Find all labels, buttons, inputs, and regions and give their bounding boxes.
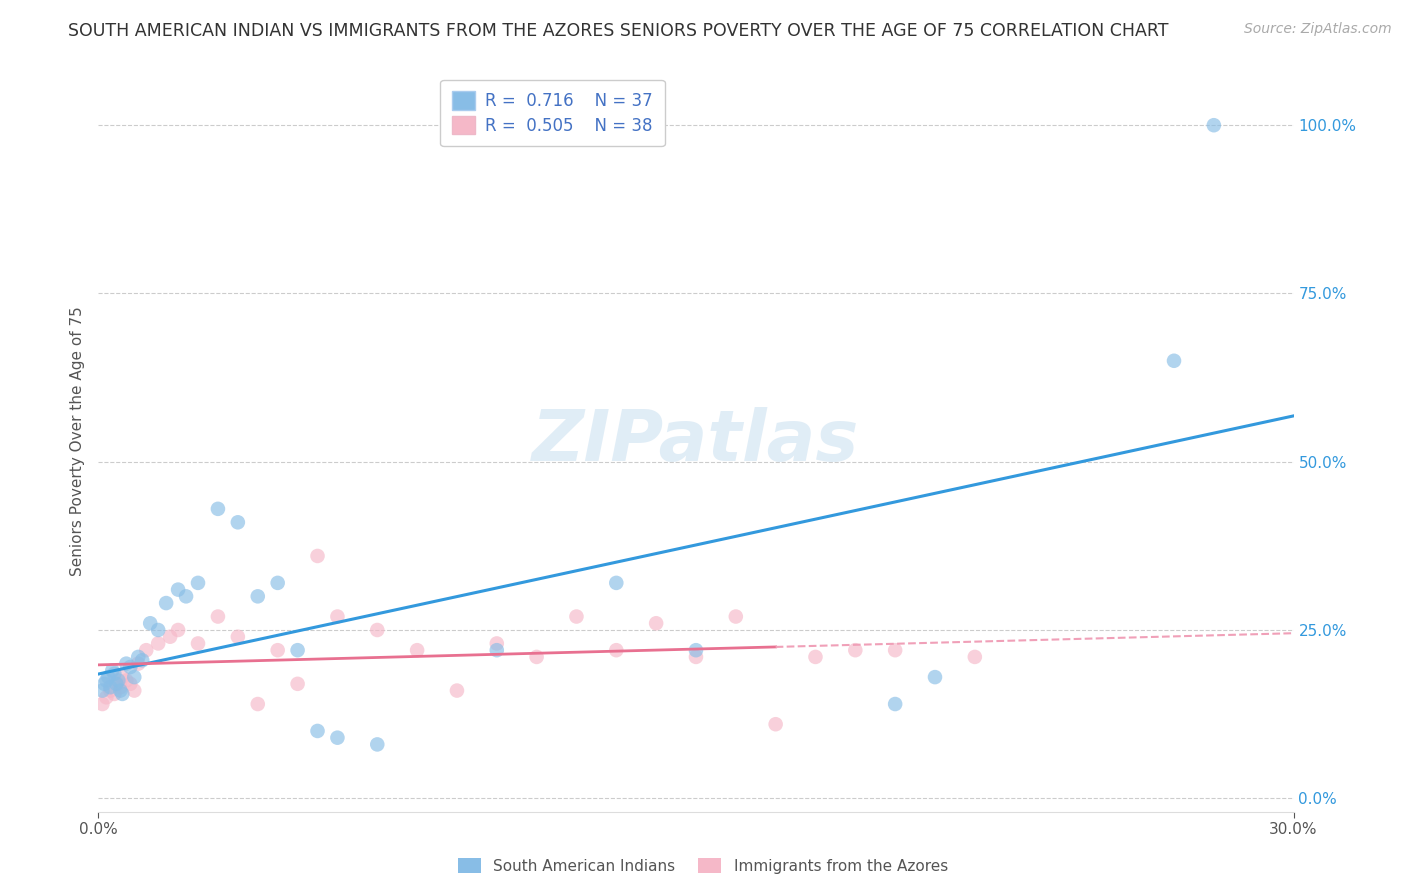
Point bbox=[526, 649, 548, 664]
Point bbox=[98, 683, 122, 698]
Point bbox=[101, 664, 124, 678]
Point bbox=[645, 616, 668, 631]
Point bbox=[406, 643, 429, 657]
Point bbox=[307, 549, 329, 563]
Text: Source: ZipAtlas.com: Source: ZipAtlas.com bbox=[1244, 22, 1392, 37]
Point bbox=[135, 643, 157, 657]
Point bbox=[167, 623, 190, 637]
Point bbox=[110, 683, 132, 698]
Point bbox=[884, 697, 907, 711]
Text: SOUTH AMERICAN INDIAN VS IMMIGRANTS FROM THE AZORES SENIORS POVERTY OVER THE AGE: SOUTH AMERICAN INDIAN VS IMMIGRANTS FROM… bbox=[69, 22, 1168, 40]
Point bbox=[326, 731, 349, 745]
Point bbox=[131, 653, 153, 667]
Point bbox=[485, 636, 508, 650]
Point bbox=[96, 690, 118, 705]
Point bbox=[148, 623, 170, 637]
Point bbox=[685, 649, 707, 664]
Legend: R =  0.716    N = 37, R =  0.505    N = 38: R = 0.716 N = 37, R = 0.505 N = 38 bbox=[440, 79, 665, 146]
Point bbox=[91, 697, 114, 711]
Point bbox=[246, 697, 269, 711]
Point bbox=[1163, 353, 1185, 368]
Point bbox=[207, 501, 229, 516]
Point bbox=[187, 636, 209, 650]
Point bbox=[207, 609, 229, 624]
Point bbox=[103, 666, 125, 681]
Point bbox=[226, 516, 249, 530]
Point bbox=[139, 616, 162, 631]
Point bbox=[446, 683, 468, 698]
Point bbox=[127, 657, 149, 671]
Point bbox=[93, 677, 115, 691]
Point bbox=[107, 673, 129, 688]
Point bbox=[485, 643, 508, 657]
Point bbox=[226, 630, 249, 644]
Point bbox=[120, 677, 142, 691]
Point bbox=[724, 609, 747, 624]
Point bbox=[605, 575, 627, 590]
Point bbox=[91, 683, 114, 698]
Point bbox=[111, 670, 134, 684]
Point bbox=[174, 590, 197, 604]
Point bbox=[96, 673, 118, 688]
Point bbox=[97, 670, 120, 684]
Point bbox=[110, 680, 132, 694]
Text: ZIPatlas: ZIPatlas bbox=[533, 407, 859, 476]
Point bbox=[124, 683, 146, 698]
Point bbox=[287, 643, 309, 657]
Point bbox=[565, 609, 588, 624]
Point bbox=[765, 717, 787, 731]
Point bbox=[115, 657, 138, 671]
Point bbox=[366, 623, 388, 637]
Point bbox=[115, 673, 138, 688]
Point bbox=[159, 630, 181, 644]
Point bbox=[963, 649, 986, 664]
Point bbox=[148, 636, 170, 650]
Point bbox=[124, 670, 146, 684]
Point bbox=[307, 723, 329, 738]
Point bbox=[105, 677, 128, 691]
Point bbox=[267, 643, 290, 657]
Point bbox=[98, 680, 122, 694]
Point bbox=[804, 649, 827, 664]
Point bbox=[167, 582, 190, 597]
Point bbox=[155, 596, 177, 610]
Point bbox=[884, 643, 907, 657]
Point bbox=[366, 738, 388, 752]
Point bbox=[107, 677, 129, 691]
Point bbox=[685, 643, 707, 657]
Y-axis label: Seniors Poverty Over the Age of 75: Seniors Poverty Over the Age of 75 bbox=[69, 307, 84, 576]
Point bbox=[287, 677, 309, 691]
Point bbox=[1202, 118, 1225, 132]
Point bbox=[844, 643, 866, 657]
Point bbox=[924, 670, 946, 684]
Point bbox=[267, 575, 290, 590]
Point bbox=[187, 575, 209, 590]
Point bbox=[326, 609, 349, 624]
Point bbox=[605, 643, 627, 657]
Legend: South American Indians, Immigrants from the Azores: South American Indians, Immigrants from … bbox=[453, 852, 953, 880]
Point bbox=[120, 660, 142, 674]
Point bbox=[111, 687, 134, 701]
Point bbox=[246, 590, 269, 604]
Point bbox=[127, 649, 149, 664]
Point bbox=[103, 687, 125, 701]
